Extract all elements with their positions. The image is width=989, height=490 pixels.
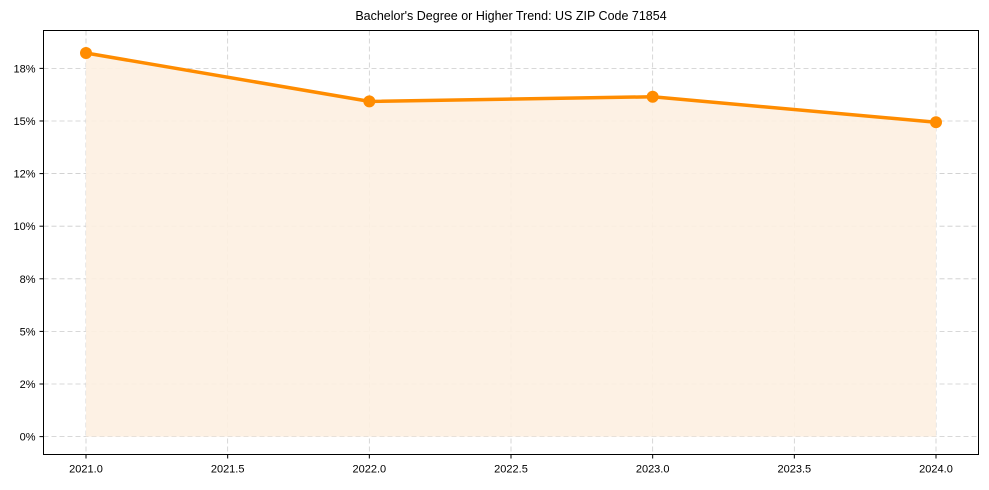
y-tick-label: 8% <box>20 274 36 286</box>
chart-title: Bachelor's Degree or Higher Trend: US ZI… <box>355 9 666 23</box>
y-tick-label: 10% <box>13 221 35 233</box>
area-fill <box>86 53 936 437</box>
x-tick-label: 2022.5 <box>494 464 528 476</box>
x-tick-label: 2023.5 <box>778 464 812 476</box>
x-tick-label: 2024.0 <box>919 464 953 476</box>
y-axis: 0% 2% 5% 8% 10% 12% 15% 18% <box>13 63 44 444</box>
x-tick-label: 2023.0 <box>636 464 670 476</box>
x-tick-label: 2022.0 <box>353 464 387 476</box>
y-tick-label: 12% <box>13 169 35 181</box>
data-points <box>80 47 942 129</box>
data-point <box>363 95 376 108</box>
y-tick-label: 15% <box>13 116 35 128</box>
data-point <box>80 47 92 60</box>
series-line-path <box>85 51 937 124</box>
x-tick-label: 2021.0 <box>69 464 103 476</box>
data-point <box>930 116 942 129</box>
y-tick-label: 5% <box>20 326 36 338</box>
series-line <box>85 51 937 124</box>
x-tick-label: 2021.5 <box>211 464 245 476</box>
y-tick-label: 0% <box>20 432 36 444</box>
y-tick-label: 2% <box>20 379 36 391</box>
data-point <box>646 90 659 103</box>
x-axis: 2021.0 2021.5 2022.0 2022.5 2023.0 2023.5 2024… <box>69 454 953 476</box>
y-tick-label: 18% <box>13 63 35 75</box>
series-area <box>86 53 936 437</box>
